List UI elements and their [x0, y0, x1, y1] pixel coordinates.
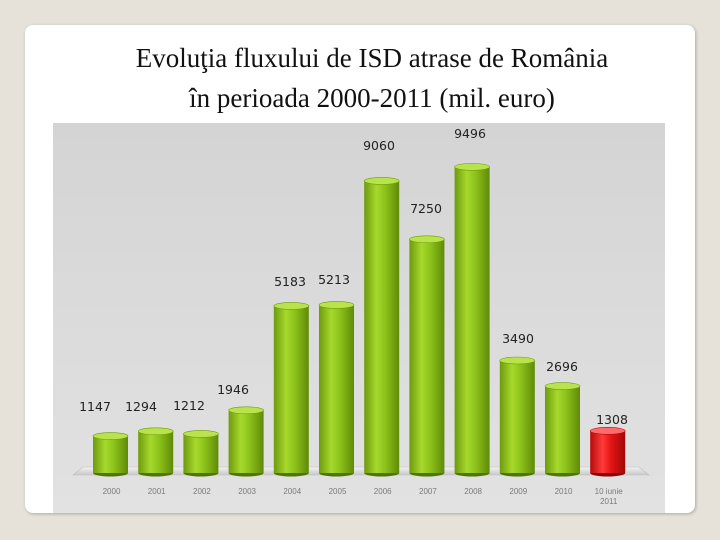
bar-2003 [228, 406, 264, 477]
bar-2002 [183, 430, 219, 477]
x-tick-2007: 2007 [419, 487, 437, 496]
bar-2009 [499, 356, 536, 477]
x-tick-2006: 2006 [374, 487, 392, 496]
value-label-2003: 1946 [217, 382, 249, 397]
x-tick-2005: 2005 [329, 487, 347, 496]
x-tick-2000: 2000 [103, 487, 121, 496]
value-label-2010: 2696 [546, 359, 578, 374]
bar-2006 [363, 177, 400, 477]
value-label-2008: 9496 [454, 126, 486, 141]
bar-2008 [454, 163, 490, 477]
bar-10-iunie-2011 [589, 427, 626, 477]
x-tick-2001: 2001 [148, 487, 166, 496]
chart-title: Evoluţia fluxului de ISD atrase de Român… [52, 38, 692, 118]
value-label-2002: 1212 [173, 398, 205, 413]
bar-2005 [318, 301, 355, 477]
bar-2007 [409, 235, 445, 477]
x-tick-2008: 2008 [464, 487, 482, 496]
x-tick-2004: 2004 [283, 487, 301, 496]
value-label-10-iunie-2011: 1308 [596, 412, 628, 427]
value-label-2005: 5213 [318, 272, 350, 287]
value-label-2001: 1294 [125, 399, 157, 414]
bar-2004 [273, 302, 310, 477]
x-tick-2003: 2003 [238, 487, 256, 496]
title-line-2: în perioada 2000-2011 (mil. euro) [189, 83, 555, 113]
value-label-2006: 9060 [363, 138, 395, 153]
x-tick-10-iunie-2011: 10 iunie 2011 [595, 487, 624, 506]
bar-2010 [544, 382, 581, 477]
value-label-2000: 1147 [79, 399, 111, 414]
x-tick-2002: 2002 [193, 487, 211, 496]
x-tick-2010: 2010 [555, 487, 573, 496]
value-label-2009: 3490 [502, 331, 534, 346]
title-line-1: Evoluţia fluxului de ISD atrase de Român… [135, 43, 609, 73]
chart-area: 1147 1294 1212 1946 5183 5213 9060 7250 9496 3490… [53, 123, 665, 513]
value-label-2004: 5183 [274, 274, 306, 289]
bar-2001 [137, 427, 174, 477]
bar-chart: 1147 1294 1212 1946 5183 5213 9060 7250 9496 3490… [53, 123, 665, 513]
value-label-2007: 7250 [410, 201, 442, 216]
x-tick-2009: 2009 [509, 487, 527, 496]
bar-2000 [92, 432, 129, 477]
